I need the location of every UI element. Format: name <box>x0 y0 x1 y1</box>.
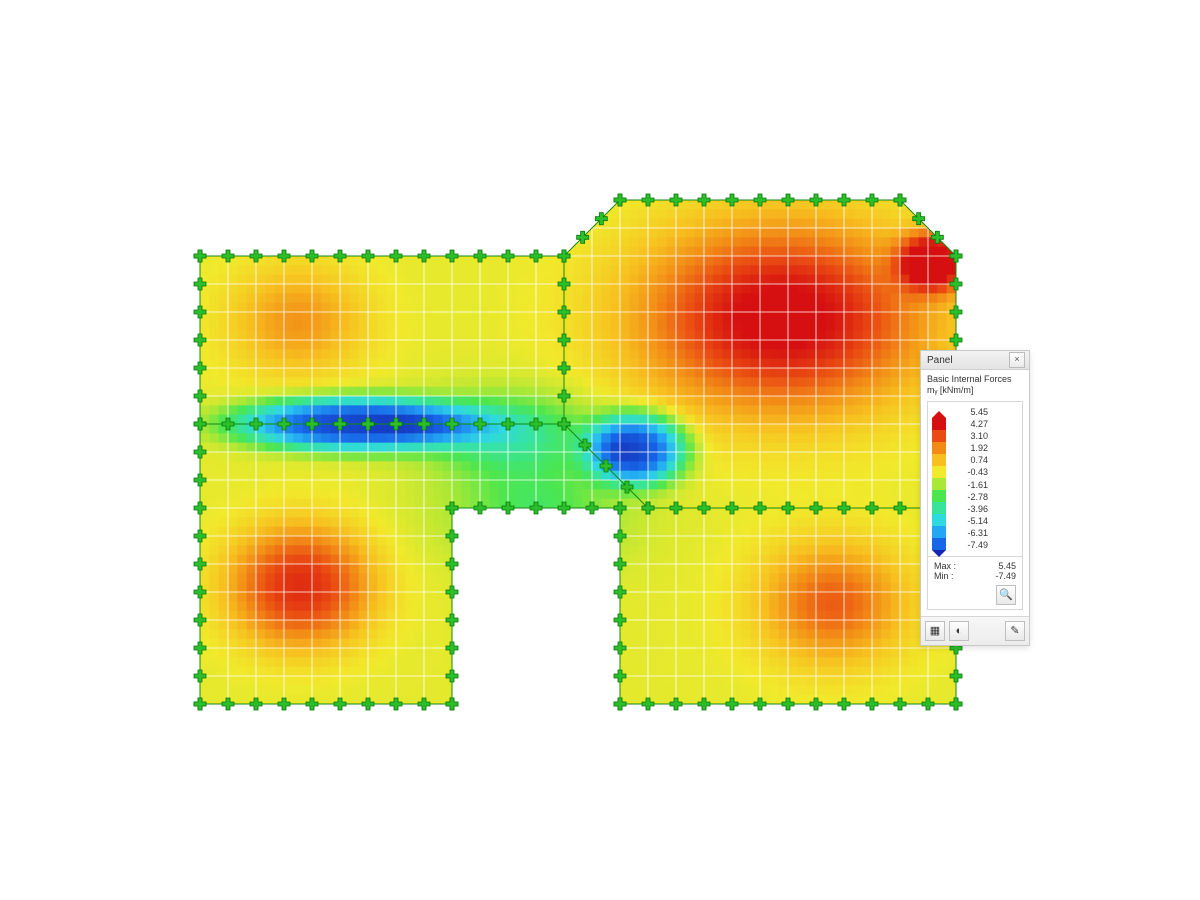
max-label: Max : <box>934 561 956 571</box>
legend-value: -5.14 <box>954 515 988 527</box>
colorbar <box>932 411 946 557</box>
legend-value: -6.31 <box>954 527 988 539</box>
panel-heading: Basic Internal Forces mᵧ [kNm/m] <box>927 374 1023 397</box>
panel-heading-line2: mᵧ [kNm/m] <box>927 385 1023 396</box>
legend-value: 5.45 <box>954 406 988 418</box>
panel-body: Basic Internal Forces mᵧ [kNm/m] 5.454.2… <box>921 370 1029 616</box>
zoom-icon[interactable]: 🔍 <box>996 585 1016 605</box>
close-icon[interactable]: × <box>1009 352 1025 368</box>
legend-value: 3.10 <box>954 430 988 442</box>
panel-toolbar: ▦ ◐ ✎ <box>921 616 1029 645</box>
panel-title: Panel <box>927 355 953 366</box>
legend-value: -3.96 <box>954 503 988 515</box>
panel-titlebar[interactable]: Panel × <box>921 351 1029 370</box>
legend-value: 1.92 <box>954 442 988 454</box>
results-panel[interactable]: Panel × Basic Internal Forces mᵧ [kNm/m]… <box>920 350 1030 646</box>
legend-value: 0.74 <box>954 454 988 466</box>
edit-icon[interactable]: ✎ <box>1005 621 1025 641</box>
colorbar-values: 5.454.273.101.920.74-0.43-1.61-2.78-3.96… <box>954 406 988 552</box>
palette-icon[interactable]: ▦ <box>925 621 945 641</box>
max-value: 5.45 <box>998 561 1016 571</box>
shading-icon[interactable]: ◐ <box>949 621 969 641</box>
legend-value: 4.27 <box>954 418 988 430</box>
legend-value: -1.61 <box>954 479 988 491</box>
legend-minmax: Max : 5.45 Min : -7.49 🔍 <box>927 557 1023 610</box>
legend-value: -2.78 <box>954 491 988 503</box>
panel-heading-line1: Basic Internal Forces <box>927 374 1023 385</box>
legend-value: -0.43 <box>954 466 988 478</box>
min-value: -7.49 <box>995 571 1016 581</box>
legend-value: -7.49 <box>954 539 988 551</box>
color-legend: 5.454.273.101.920.74-0.43-1.61-2.78-3.96… <box>927 401 1023 557</box>
min-label: Min : <box>934 571 954 581</box>
